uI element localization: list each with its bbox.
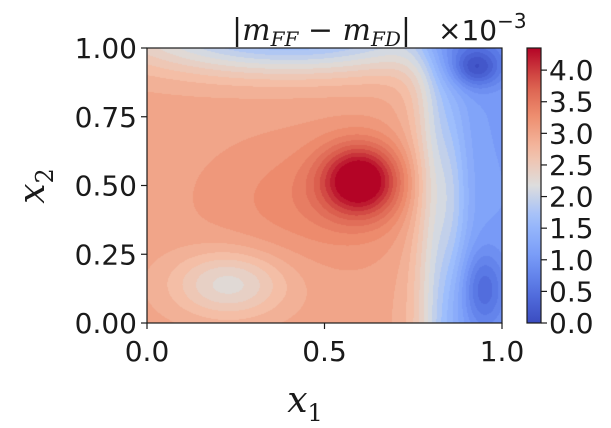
colorbar-tick-label: 2.5 (549, 149, 594, 182)
x-tick-label: 1.0 (480, 335, 525, 368)
colorbar-tick-label: 1.5 (549, 212, 594, 245)
colorbar-tick-label: 3.0 (549, 117, 594, 150)
y-tick-label: 0.00 (75, 307, 137, 340)
chart-title: |mFF − mFD| (232, 13, 411, 51)
x-tick-label: 0.0 (125, 335, 170, 368)
colorbar-multiplier: ×10−3 (438, 9, 527, 47)
colorbar-tick-label: 0.0 (549, 307, 594, 340)
colorbar-tick-label: 2.0 (549, 181, 594, 214)
colorbar-frame (526, 47, 542, 324)
colorbar-tick-label: 1.0 (549, 244, 594, 277)
colorbar (527, 48, 541, 323)
x-tick-label: 0.5 (302, 335, 347, 368)
heatmap-field (147, 48, 502, 323)
colorbar-tick-label: 3.5 (549, 86, 594, 119)
y-axis-label: x2 (12, 168, 59, 204)
colorbar-tick-label: 0.5 (549, 275, 594, 308)
y-tick-label: 0.25 (75, 238, 137, 271)
colorbar-tick-label: 4.0 (549, 54, 594, 87)
heatmap-plot-area (146, 47, 503, 324)
colorbar-ticks: 0.00.51.01.52.02.53.03.54.0 (541, 54, 594, 340)
y-tick-label: 1.00 (75, 32, 137, 65)
x-axis: 0.0 0.5 1.0 (125, 323, 525, 368)
y-axis: 0.00 0.25 0.50 0.75 1.00 (75, 32, 147, 340)
y-tick-label: 0.75 (75, 101, 137, 134)
x-axis-label: x1 (287, 380, 323, 427)
y-tick-label: 0.50 (75, 170, 137, 203)
